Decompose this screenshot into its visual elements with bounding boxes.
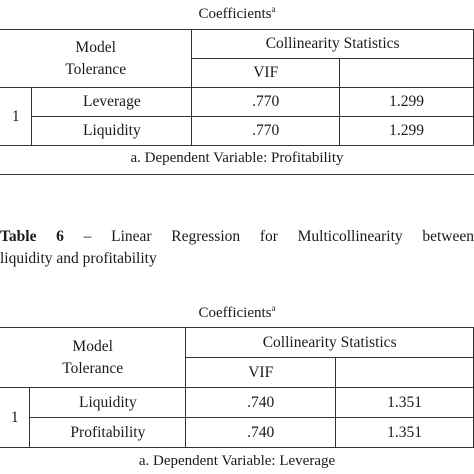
table-b-var-cell: Profitability — [29, 417, 187, 448]
table-a-bottom-rule — [0, 174, 474, 175]
table-b-tol-cell: .740 — [185, 387, 337, 418]
table-a-vif-cell: 1.299 — [339, 116, 474, 146]
table-row: 1 Liquidity .740 1.351 — [0, 387, 474, 448]
table-b-model-number: 1 — [0, 387, 31, 448]
table-a-var-cell: Leverage — [31, 87, 193, 117]
table-b-caption: Coefficientsa — [198, 303, 276, 321]
table-b-collinearity-header: Collinearity Statistics — [185, 327, 474, 358]
table-a-var-cell: Liquidity — [31, 116, 193, 146]
table-b: Model Tolerance Collinearity Statistics … — [0, 327, 474, 448]
table-a-model-header: Model Tolerance — [0, 29, 193, 88]
table-a-model-number: 1 — [0, 87, 33, 146]
table-b-vif-cell: 1.351 — [335, 387, 474, 418]
table-a-footnote: a. Dependent Variable: Profitability — [130, 150, 344, 166]
table-b-tol-cell: .740 — [185, 417, 337, 448]
table-b-model-header: Model Tolerance — [0, 327, 187, 388]
table-6-title-line2: liquidity and profitability — [0, 250, 157, 267]
table-a-vif-header: VIF — [191, 58, 341, 88]
table-b-vif-header: VIF — [185, 357, 337, 388]
table-b-empty-header — [335, 357, 474, 388]
table-a-tol-cell: .770 — [191, 87, 341, 117]
table-row: Liquidity .770 1.299 — [0, 116, 474, 146]
table-b-var-cell: Liquidity — [29, 387, 187, 418]
table-a-caption: Coefficientsa — [198, 4, 276, 22]
table-row: 1 Leverage .770 1.299 — [0, 87, 474, 146]
table-a: Model Tolerance Collinearity Statistics … — [0, 29, 474, 146]
table-a-vif-cell: 1.299 — [339, 87, 474, 117]
table-6-title-line1: Table 6 – Linear Regression for Multicol… — [0, 228, 474, 245]
table-a-tol-cell: .770 — [191, 116, 341, 146]
table-row: Profitability .740 1.351 — [0, 417, 474, 448]
table-b-footnote: a. Dependent Variable: Leverage — [138, 453, 336, 469]
table-a-collinearity-header: Collinearity Statistics — [191, 29, 474, 59]
table-a-empty-header — [339, 58, 474, 88]
table-b-vif-cell: 1.351 — [335, 417, 474, 448]
